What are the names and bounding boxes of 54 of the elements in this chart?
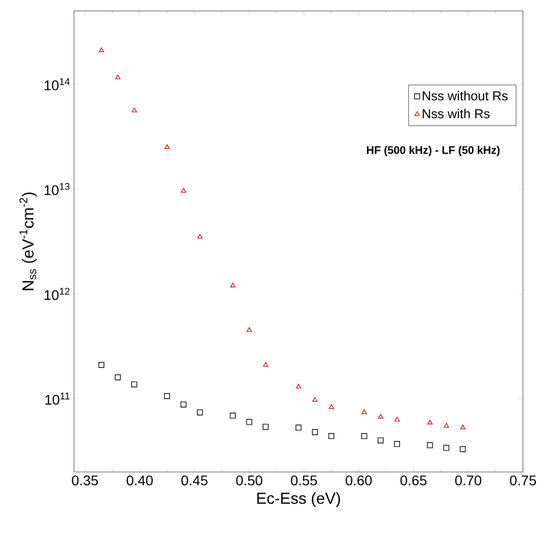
x-tick-label: 0.45	[181, 475, 208, 486]
x-tick-label: 0.70	[455, 475, 482, 486]
point	[98, 48, 104, 52]
x-tick-label: 0.55	[291, 475, 318, 486]
point	[394, 416, 400, 422]
point	[197, 234, 203, 239]
x-tick-label: 0.60	[346, 475, 372, 486]
point	[328, 404, 334, 409]
point	[394, 441, 400, 447]
point	[114, 374, 121, 380]
point	[246, 419, 252, 425]
point	[378, 414, 384, 419]
point	[98, 362, 104, 368]
point	[296, 424, 302, 431]
point	[361, 433, 368, 440]
point	[312, 429, 318, 436]
point	[443, 444, 450, 451]
y-tick-label: 10$^{14}$	[44, 78, 70, 90]
point	[246, 327, 252, 332]
point	[362, 409, 367, 414]
point	[427, 420, 433, 424]
annotation: HF (500 kHz) - LF (50 kHz)	[367, 146, 500, 156]
y-tick-label: 10$^{13}$	[44, 182, 70, 196]
y-tick-label: 10$^{12}$	[44, 288, 70, 300]
point	[296, 384, 302, 388]
point	[180, 188, 186, 193]
x-axis-title: Ec-Ess (eV)	[257, 492, 340, 508]
point	[262, 424, 269, 430]
legend-label: Nss without Rs	[422, 90, 508, 100]
point	[197, 409, 203, 416]
point	[131, 381, 138, 388]
point	[378, 437, 384, 444]
point	[328, 433, 334, 440]
x-tick-label: 0.35	[72, 475, 98, 486]
point	[180, 402, 187, 408]
point	[115, 74, 120, 80]
x-tick-label: 0.40	[126, 475, 153, 486]
point	[312, 397, 318, 402]
legend-label: Nss with Rs	[422, 108, 490, 118]
x-tick-label: 0.65	[400, 475, 427, 486]
point	[427, 442, 433, 448]
point	[444, 422, 449, 428]
y-tick-label: 10$^{11}$	[45, 392, 70, 405]
point	[230, 282, 236, 288]
point	[460, 424, 466, 430]
point	[263, 362, 268, 367]
x-tick-label: 0.75	[510, 475, 536, 486]
point	[460, 446, 466, 452]
point	[132, 108, 137, 112]
y-axis-title: N$_{ss}$ (eV$^{-1}$cm$^{-2}$)	[19, 192, 37, 290]
point	[230, 412, 236, 419]
x-tick-label: 0.50	[236, 475, 262, 486]
point	[164, 144, 170, 150]
point	[164, 393, 170, 399]
